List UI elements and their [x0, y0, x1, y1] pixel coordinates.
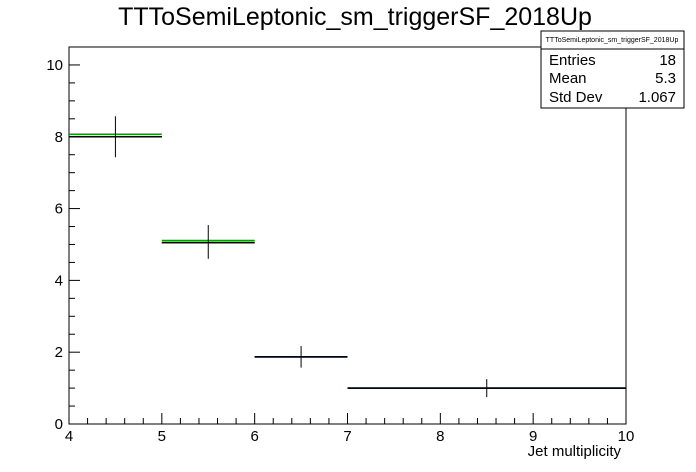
- stats-title: TTToSemiLeptonic_sm_triggerSF_2018Up: [546, 37, 679, 44]
- y-tick-label: 8: [55, 129, 63, 146]
- stats-entries-value: 18: [659, 52, 676, 69]
- y-tick-label: 6: [55, 201, 63, 218]
- x-tick-label: 7: [343, 428, 351, 445]
- x-tick-label: 8: [436, 428, 444, 445]
- stats-box: TTToSemiLeptonic_sm_triggerSF_2018Up Ent…: [540, 30, 685, 109]
- stats-stddev-value: 1.067: [638, 89, 676, 106]
- y-tick-label: 2: [55, 344, 63, 361]
- y-axis: 0 2 4 6 8 10: [46, 46, 80, 433]
- x-tick-label: 6: [250, 428, 258, 445]
- x-axis-label: Jet multiplicity: [528, 443, 622, 460]
- stats-mean-label: Mean: [549, 70, 587, 87]
- histogram-series: [69, 133, 626, 389]
- error-bars: [114, 116, 488, 398]
- stats-stddev-label: Std Dev: [549, 89, 603, 106]
- x-tick-label: 9: [529, 428, 537, 445]
- stats-mean-value: 5.3: [655, 70, 676, 87]
- stats-box-frame: [540, 30, 685, 109]
- x-tick-label: 5: [158, 428, 166, 445]
- chart-title: TTToSemiLeptonic_sm_triggerSF_2018Up: [118, 3, 592, 31]
- stats-entries-label: Entries: [549, 52, 596, 69]
- y-tick-label: 4: [55, 272, 63, 289]
- y-tick-label: 0: [55, 416, 63, 433]
- x-tick-label: 4: [65, 428, 73, 445]
- y-tick-label: 10: [46, 57, 63, 74]
- x-axis: 4 5 6 7 8 9 10: [65, 413, 635, 445]
- x-tick-label: 10: [618, 428, 635, 445]
